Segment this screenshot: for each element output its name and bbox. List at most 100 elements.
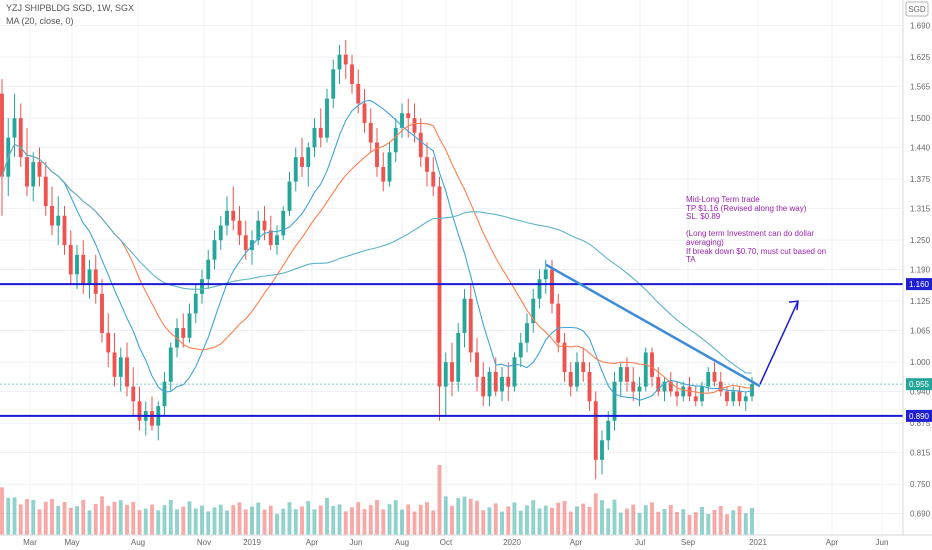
- volume-bar: [156, 510, 161, 535]
- time-tick-label: Jul: [635, 538, 645, 547]
- volume-bar: [425, 502, 429, 535]
- volume-bar: [493, 503, 498, 535]
- candle-body: [462, 298, 467, 333]
- volume-bar: [218, 504, 223, 535]
- volume-bar: [712, 510, 717, 535]
- candle-body: [518, 342, 523, 358]
- candle-body: [606, 420, 611, 441]
- candle-body: [718, 381, 723, 392]
- price-label-text: 0.955: [909, 380, 930, 389]
- volume-bar: [593, 493, 598, 535]
- volume-bar: [700, 507, 704, 535]
- trade-note-line: (Long term Investment can do dollar: [686, 229, 815, 239]
- candle-body: [256, 220, 261, 241]
- volume-bar: [187, 501, 192, 535]
- volume-bar: [550, 507, 554, 535]
- candle-body: [275, 235, 279, 246]
- volume-bar: [243, 509, 248, 535]
- candle-body: [618, 367, 623, 382]
- time-tick-label: May: [64, 538, 79, 547]
- candle-body: [562, 342, 567, 372]
- candle-body: [731, 391, 736, 402]
- time-tick-label: Mar: [23, 538, 37, 547]
- volume-bar: [462, 496, 467, 535]
- volume-bar: [606, 508, 611, 535]
- volume-bar: [481, 510, 486, 535]
- volume-bar: [100, 496, 104, 535]
- candle-body: [75, 254, 79, 275]
- candle-body: [575, 362, 579, 387]
- candle-body: [118, 357, 123, 377]
- candle-body: [568, 371, 573, 387]
- time-axis: Mar May Aug Nov 2019 Apr Jun Aug Oct 2020 Apr Jul Se…: [0, 534, 932, 547]
- time-tick-label: Aug: [131, 538, 145, 547]
- candle-body: [50, 205, 54, 226]
- price-tick-label: 0.815: [910, 449, 931, 458]
- volume-bar: [381, 509, 386, 535]
- volume-bar: [387, 504, 392, 535]
- candle-body: [456, 332, 461, 382]
- volume-bar: [737, 506, 742, 535]
- candle-body: [406, 113, 411, 119]
- candle-body: [162, 381, 167, 407]
- volume-bar: [237, 502, 242, 535]
- candle-body: [281, 210, 286, 236]
- volume-bar: [181, 506, 186, 535]
- volume-bar: [343, 511, 348, 535]
- volume-bar: [150, 504, 154, 535]
- candle-body: [331, 69, 336, 99]
- candle-body: [337, 54, 342, 70]
- candle-body: [31, 162, 36, 187]
- volume-bar: [681, 509, 686, 535]
- volume-bar: [743, 513, 748, 535]
- volume-bar: [718, 506, 723, 535]
- trade-note-line: averaging): [686, 237, 724, 247]
- candle-body: [662, 381, 667, 392]
- volume-bar: [706, 514, 711, 535]
- volume-bar: [406, 504, 411, 535]
- time-tick-label: Aug: [395, 538, 409, 547]
- candle-body: [25, 157, 29, 187]
- candle-body: [168, 347, 173, 382]
- volume-bar: [668, 505, 673, 535]
- price-tick-label: 1.315: [910, 204, 931, 213]
- currency-box: [905, 1, 929, 17]
- candle-body: [531, 298, 536, 324]
- price-label-text: 0.890: [909, 412, 930, 421]
- candle-body: [12, 118, 17, 138]
- candle-body: [525, 323, 529, 343]
- volume-bar: [687, 515, 692, 535]
- candle-body: [356, 83, 361, 104]
- price-tick-label: 1.125: [910, 297, 931, 306]
- volume-bar: [725, 514, 729, 535]
- volume-bar: [306, 501, 311, 535]
- candle-body: [225, 210, 229, 226]
- candle-body: [187, 313, 192, 338]
- volume-bar: [193, 508, 198, 535]
- candle-body: [112, 352, 117, 377]
- candle-body: [656, 376, 661, 392]
- volume-bar: [325, 497, 329, 535]
- volume-bar: [562, 501, 567, 535]
- volume-bar: [256, 502, 261, 535]
- volume-bar: [162, 505, 167, 535]
- trade-note-line: TA: [686, 255, 696, 265]
- price-tick-label: 1.190: [910, 265, 931, 274]
- candle-body: [125, 357, 129, 387]
- volume-bar: [0, 487, 4, 535]
- candle-body: [262, 220, 267, 231]
- volume-bar: [506, 506, 511, 535]
- volume-bar: [618, 512, 623, 535]
- volume-bar: [656, 511, 661, 535]
- candle-body: [631, 381, 636, 392]
- candle-body: [293, 157, 298, 182]
- candle-body: [693, 396, 698, 402]
- volume-bar: [437, 465, 442, 535]
- chart-symbol-title: YZJ SHIPBLDG SGD, 1W, SGX: [6, 3, 135, 13]
- candle-body: [593, 401, 598, 460]
- candle-body: [62, 215, 67, 246]
- candle-body: [675, 391, 679, 397]
- volume-bar: [62, 502, 67, 535]
- candle-body: [412, 118, 417, 133]
